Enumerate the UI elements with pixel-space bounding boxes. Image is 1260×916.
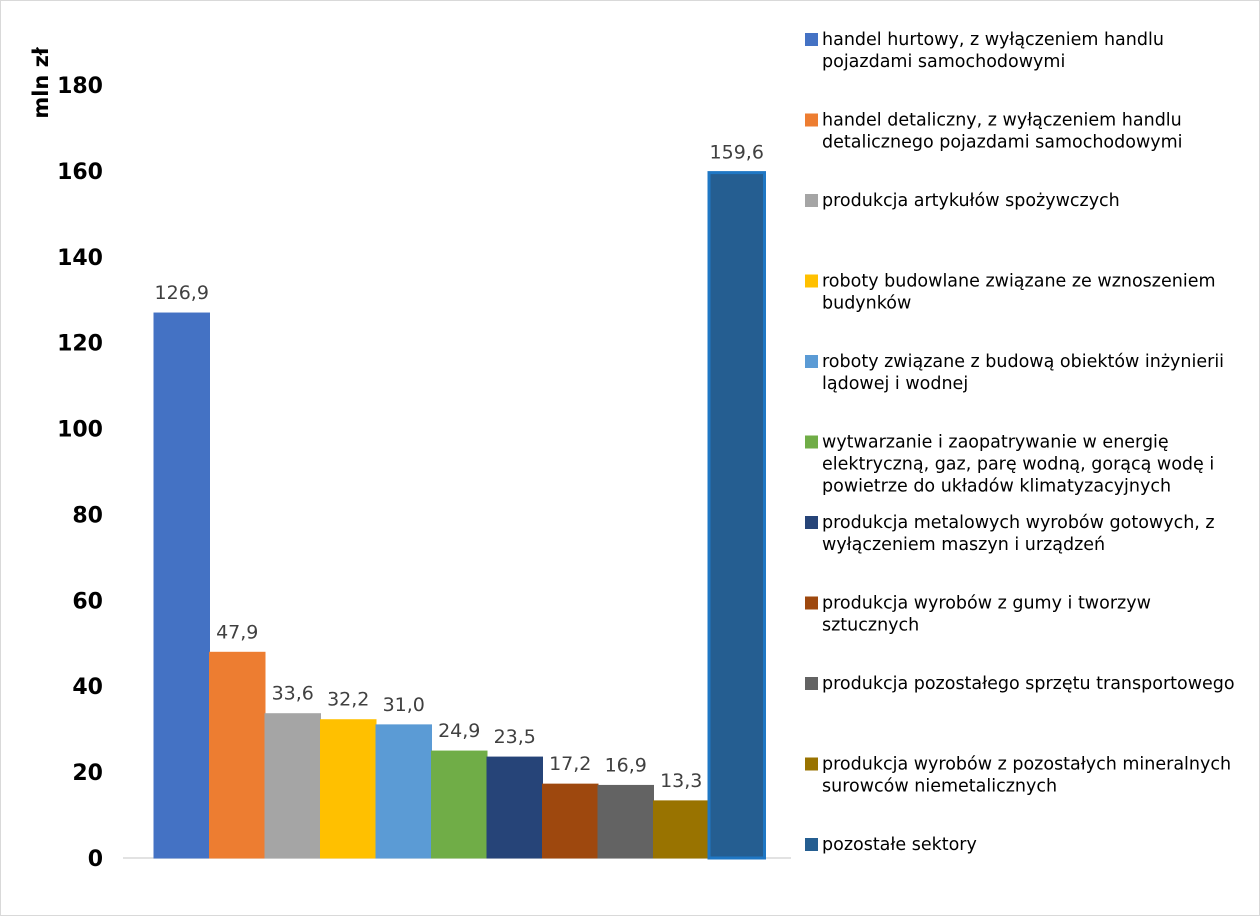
y-tick-label: 0 (88, 847, 103, 872)
legend-swatch (805, 274, 818, 288)
legend-item: handel detaliczny, z wyłączeniem handlu d… (805, 111, 1183, 153)
legend-swatch (805, 757, 818, 771)
y-tick-label: 80 (72, 503, 103, 528)
legend-label: produkcja wyrobów z pozostałych mineraln… (822, 755, 1231, 797)
y-tick-label: 100 (57, 418, 103, 443)
bar (264, 713, 321, 859)
legend-label: wytwarzanie i zaopatrywanie w energię ele… (822, 433, 1214, 497)
bar (153, 312, 210, 859)
bar (597, 784, 654, 859)
legend-item: roboty budowlane związane ze wznoszeniem… (805, 272, 1216, 314)
legend-swatch (805, 596, 818, 610)
data-label: 47,9 (216, 621, 258, 643)
data-label: 16,9 (605, 754, 647, 776)
legend-label: produkcja pozostałego sprzętu transporto… (822, 674, 1235, 694)
legend-item: produkcja pozostałego sprzętu transporto… (805, 674, 1235, 694)
legend-item: produkcja wyrobów z pozostałych mineraln… (805, 755, 1231, 797)
bar (707, 171, 766, 860)
bars (153, 171, 766, 860)
y-tick-label: 120 (57, 332, 103, 357)
data-label: 31,0 (383, 694, 425, 716)
bar (431, 750, 488, 859)
legend-item: pozostałe sektory (805, 835, 977, 855)
y-tick-label: 160 (57, 160, 103, 185)
legend: handel hurtowy, z wyłączeniem handlu poja… (805, 30, 1235, 855)
legend-label: produkcja artykułów spożywczych (822, 191, 1120, 211)
legend-label: roboty związane z budową obiektów inżyni… (822, 352, 1224, 394)
data-label: 126,9 (155, 282, 209, 304)
bar (486, 756, 543, 859)
y-tick-label: 180 (57, 74, 103, 99)
legend-item: produkcja wyrobów z gumy i tworzyw sztucz… (805, 594, 1151, 636)
legend-label: pozostałe sektory (822, 835, 977, 855)
legend-swatch (805, 194, 818, 207)
bar (209, 651, 266, 859)
legend-swatch (805, 677, 818, 690)
legend-label: handel detaliczny, z wyłączeniem handlu d… (822, 111, 1183, 153)
legend-label: produkcja wyrobów z gumy i tworzyw sztucz… (822, 594, 1151, 636)
legend-swatch (805, 435, 818, 449)
data-label: 24,9 (438, 720, 480, 742)
legend-item: roboty związane z budową obiektów inżyni… (805, 352, 1224, 394)
data-label: 159,6 (710, 142, 764, 164)
y-tick-label: 40 (72, 675, 103, 700)
legend-item: wytwarzanie i zaopatrywanie w energię ele… (805, 433, 1214, 497)
legend-swatch (805, 33, 818, 46)
bar (320, 719, 377, 859)
bar (542, 783, 599, 859)
legend-swatch (805, 355, 818, 368)
legend-item: produkcja metalowych wyrobów gotowych, z… (805, 513, 1215, 555)
legend-label: produkcja metalowych wyrobów gotowych, z… (822, 513, 1215, 555)
y-axis-label: mln zł (29, 46, 53, 119)
bar (375, 724, 432, 859)
data-label: 23,5 (494, 726, 536, 748)
legend-swatch (805, 113, 818, 127)
data-label: 32,2 (327, 689, 369, 711)
bar (653, 800, 710, 859)
data-label: 33,6 (272, 683, 314, 705)
legend-label: handel hurtowy, z wyłączeniem handlu poja… (822, 30, 1164, 72)
y-tick-label: 20 (72, 761, 103, 786)
legend-swatch (805, 838, 818, 851)
legend-item: produkcja artykułów spożywczych (805, 191, 1120, 211)
data-label: 17,2 (549, 753, 591, 775)
data-label: 13,3 (660, 770, 702, 792)
legend-label: roboty budowlane związane ze wznoszeniem… (822, 272, 1216, 314)
data-labels: 126,9 47,9 33,6 32,2 31,0 24,9 23,5 17,2 16,9 13,… (155, 142, 764, 792)
y-axis: mln zł 0 20 40 60 80 100 120 140 160 180 (29, 46, 791, 872)
legend-item: handel hurtowy, z wyłączeniem handlu poja… (805, 30, 1164, 72)
y-tick-label: 60 (72, 589, 103, 614)
y-tick-label: 140 (57, 246, 103, 271)
legend-swatch (805, 516, 818, 529)
